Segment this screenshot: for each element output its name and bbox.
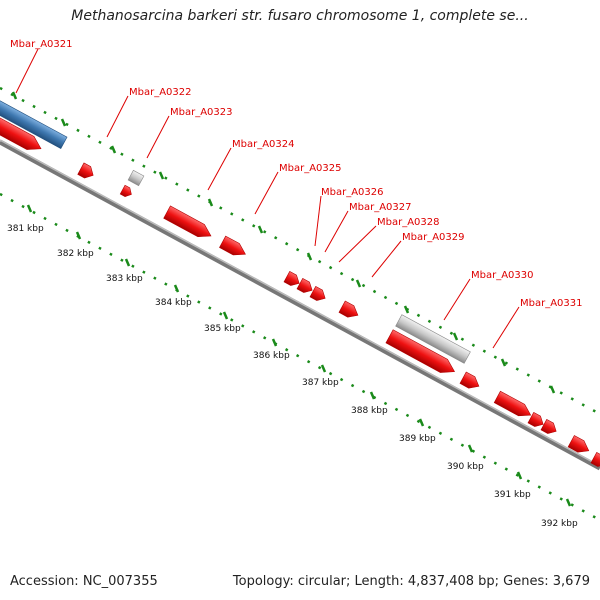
leader-line bbox=[254, 171, 279, 215]
gene-feature-arrow[interactable] bbox=[493, 390, 534, 421]
gene-label[interactable]: Mbar_A0327 bbox=[349, 202, 412, 213]
gene-feature-arrow[interactable] bbox=[338, 300, 361, 321]
leader-line bbox=[314, 195, 322, 247]
topology-text: Topology: circular; Length: 4,837,408 bp… bbox=[232, 574, 590, 589]
gene-feature-arrow[interactable] bbox=[590, 451, 600, 469]
gene-label[interactable]: Mbar_A0321 bbox=[10, 39, 73, 50]
genome-backbone-highlight bbox=[0, 139, 600, 467]
scale-label: 392 kbp bbox=[541, 519, 578, 529]
genome-backbone bbox=[0, 139, 600, 471]
leader-line bbox=[106, 95, 129, 138]
gene-label[interactable]: Mbar_A0328 bbox=[377, 217, 440, 228]
gene-feature-arrow[interactable] bbox=[163, 205, 215, 242]
scale-label: 382 kbp bbox=[57, 249, 94, 259]
leader-line bbox=[338, 225, 377, 263]
gene-feature-arrow[interactable] bbox=[567, 435, 592, 457]
scale-label: 387 kbp bbox=[302, 378, 339, 388]
gene-leader-lines bbox=[15, 48, 520, 349]
scale-label: 386 kbp bbox=[253, 351, 290, 361]
leader-line bbox=[207, 147, 232, 191]
gene-label[interactable]: Mbar_A0323 bbox=[170, 107, 233, 118]
gene-feature-arrow[interactable] bbox=[283, 270, 302, 288]
inner-major-ticks bbox=[26, 204, 572, 507]
inner-scale-track bbox=[0, 192, 600, 522]
gene-label[interactable]: Mbar_A0326 bbox=[321, 187, 384, 198]
map-title: Methanosarcina barkeri str. fusaro chrom… bbox=[71, 8, 529, 24]
gene-label[interactable]: Mbar_A0324 bbox=[232, 139, 295, 150]
leader-line bbox=[492, 306, 520, 349]
scale-label: 390 kbp bbox=[447, 462, 484, 472]
gene-feature-arrow[interactable] bbox=[219, 235, 248, 260]
scale-label: 389 kbp bbox=[399, 434, 436, 444]
leader-line bbox=[443, 278, 471, 321]
gene-label[interactable]: Mbar_A0325 bbox=[279, 163, 342, 174]
scale-label: 383 kbp bbox=[106, 274, 143, 284]
gene-feature-arrow[interactable] bbox=[459, 371, 482, 392]
gene-label[interactable]: Mbar_A0331 bbox=[520, 298, 583, 309]
gene-feature-arrow[interactable] bbox=[0, 110, 45, 156]
gene-feature-arrow[interactable] bbox=[385, 329, 458, 379]
scale-labels: 381 kbp 382 kbp 383 kbp 384 kbp 385 kbp … bbox=[7, 224, 578, 529]
gene-feature-arrow[interactable] bbox=[527, 411, 546, 429]
gene-feature-arrow[interactable] bbox=[296, 277, 315, 295]
gene-feature-arrow[interactable] bbox=[309, 285, 328, 303]
outer-tick-track bbox=[0, 86, 600, 416]
scale-label: 385 kbp bbox=[204, 324, 241, 334]
scale-label: 384 kbp bbox=[155, 298, 192, 308]
gene-label[interactable]: Mbar_A0322 bbox=[129, 87, 192, 98]
gene-feature-arrow[interactable] bbox=[119, 184, 134, 199]
gene-feature-gray[interactable] bbox=[127, 169, 145, 187]
leader-line bbox=[146, 115, 170, 159]
gene-feature-gray[interactable] bbox=[395, 314, 471, 364]
gene-label[interactable]: Mbar_A0329 bbox=[402, 232, 465, 243]
leader-line bbox=[324, 210, 349, 253]
accession-text: Accession: NC_007355 bbox=[10, 574, 158, 589]
scale-label: 381 kbp bbox=[7, 224, 44, 234]
outer-major-ticks bbox=[11, 91, 556, 394]
gene-features bbox=[0, 89, 600, 469]
gene-feature-arrow[interactable] bbox=[77, 162, 97, 181]
gene-label[interactable]: Mbar_A0330 bbox=[471, 270, 534, 281]
gene-feature-blue[interactable] bbox=[0, 89, 68, 149]
scale-label: 391 kbp bbox=[494, 490, 531, 500]
scale-label: 388 kbp bbox=[351, 406, 388, 416]
leader-line bbox=[371, 240, 402, 278]
gene-labels: Mbar_A0321 Mbar_A0322 Mbar_A0323 Mbar_A0… bbox=[10, 39, 583, 309]
gene-feature-arrow[interactable] bbox=[540, 418, 559, 436]
leader-line bbox=[15, 48, 39, 94]
